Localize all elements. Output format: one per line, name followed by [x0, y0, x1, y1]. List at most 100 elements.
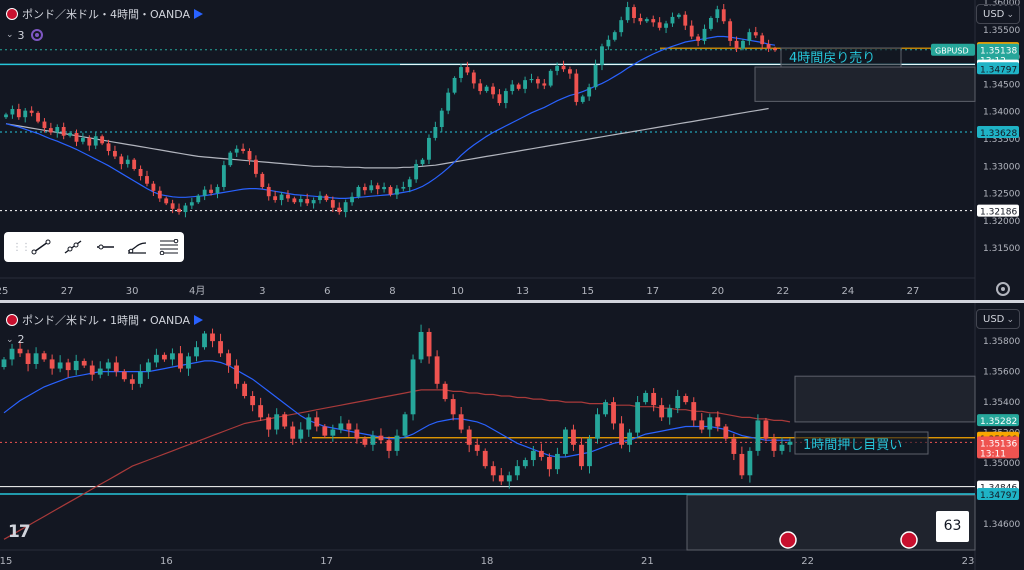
currency-button-1h[interactable]: USD ⌄	[976, 309, 1020, 329]
price-label-text: 1.32186	[980, 208, 1017, 218]
candle-body	[106, 143, 111, 151]
x-tick-label: 24	[842, 286, 855, 297]
candle-body	[273, 196, 278, 201]
currency-button-4h[interactable]: USD ⌄	[976, 4, 1020, 24]
candle-body	[250, 396, 256, 406]
candle-body	[258, 405, 264, 418]
candle-body	[49, 359, 55, 369]
x-tick-label: 8	[389, 286, 395, 297]
candle-body	[414, 164, 419, 180]
candle-body	[29, 110, 34, 113]
candle-body	[728, 21, 733, 41]
corner-number-badge: 63	[936, 511, 969, 542]
candle-body	[61, 127, 66, 136]
candle-body	[708, 17, 713, 29]
ray-tool-icon[interactable]	[62, 238, 84, 256]
y-tick-label: 1.35800	[983, 337, 1020, 347]
x-tick-label: 25	[0, 286, 8, 297]
parallel-channel-tool-icon[interactable]	[126, 238, 148, 256]
bookmark-flag-icon[interactable]	[194, 315, 204, 325]
annotation-box	[794, 431, 929, 455]
candle-body	[548, 70, 553, 86]
candle-body	[394, 435, 400, 451]
candle-body	[105, 362, 111, 369]
candle-body	[254, 159, 258, 174]
y-tick-label: 1.34500	[983, 80, 1020, 90]
candle-body	[260, 173, 265, 187]
candle-body	[266, 417, 272, 430]
candle-body	[619, 423, 624, 445]
symbol-header-4h[interactable]: ポンド／米ドル・4時間・OANDA	[6, 6, 204, 22]
candle-body	[644, 19, 649, 22]
annotation-box	[780, 47, 902, 68]
candle-body	[574, 73, 579, 102]
x-tick-label: 30	[126, 286, 139, 297]
candle-body	[9, 348, 15, 360]
indicator-icon[interactable]	[29, 27, 45, 43]
candle-body	[215, 186, 220, 193]
countdown-text: 13:11	[980, 449, 1006, 459]
candle-body	[241, 148, 246, 151]
candle-body	[563, 429, 568, 454]
candle-body	[274, 414, 280, 430]
candle-body	[48, 128, 53, 133]
candle-body	[157, 190, 162, 199]
indicator-toggle-1h[interactable]: ⌄ 2	[6, 333, 25, 346]
trend-line-tool-icon[interactable]	[30, 238, 52, 256]
candle-body	[356, 186, 361, 197]
candle-body	[145, 176, 149, 184]
x-tick-label: 22	[776, 286, 789, 297]
symbol-header-1h[interactable]: ポンド／米ドル・1時間・OANDA	[6, 312, 204, 328]
drawing-toolbar[interactable]: ⋮⋮	[4, 232, 184, 262]
candle-body	[286, 194, 290, 199]
candle-body	[186, 356, 191, 369]
candle-body	[170, 203, 175, 209]
candle-body	[474, 444, 480, 451]
indicator-count-4h: 3	[17, 28, 25, 42]
x-tick-label: 13	[516, 286, 529, 297]
chart-4h-svg[interactable]: 1.360001.355001.350001.345001.340001.335…	[0, 0, 1024, 300]
candle-body	[202, 189, 207, 196]
price-label-box	[977, 488, 1019, 501]
indicator-toggle-4h[interactable]: ⌄ 3	[6, 27, 45, 43]
candle-body	[125, 159, 130, 165]
candle-body	[522, 460, 528, 467]
drag-handle-icon[interactable]: ⋮⋮	[12, 241, 31, 253]
candle-body	[362, 438, 368, 445]
candle-body	[670, 16, 675, 24]
gbp-flag-icon	[6, 8, 18, 20]
candle-body	[97, 368, 103, 375]
candle-body	[442, 383, 448, 400]
settings-gear-icon[interactable]	[996, 282, 1010, 296]
candle-body	[394, 188, 399, 195]
candle-body	[561, 65, 566, 70]
candle-body	[779, 444, 785, 451]
candle-body	[210, 333, 215, 342]
candle-body	[696, 36, 701, 41]
candle-body	[170, 353, 175, 360]
candle-body	[516, 84, 521, 89]
pane-separator[interactable]	[0, 300, 1024, 303]
candle-body	[771, 438, 777, 451]
candle-body	[242, 383, 248, 397]
candle-body	[530, 450, 536, 461]
candle-body	[370, 435, 376, 445]
candle-body	[221, 165, 226, 187]
candle-body	[346, 423, 352, 430]
candle-body	[41, 353, 47, 360]
candle-body	[433, 127, 438, 138]
fib-retracement-tool-icon[interactable]	[158, 238, 180, 256]
chart-1h-svg[interactable]: 1.358001.356001.354001.352001.350001.346…	[0, 303, 1024, 570]
candle-body	[418, 331, 424, 360]
y-tick-label: 1.33500	[983, 135, 1020, 145]
bookmark-flag-icon[interactable]	[194, 9, 204, 19]
candle-body	[68, 133, 73, 136]
candle-body	[490, 466, 496, 476]
candle-body	[354, 429, 360, 439]
x-tick-label: 3	[259, 286, 265, 297]
horizontal-ray-tool-icon[interactable]	[94, 238, 116, 256]
candle-body	[202, 333, 207, 348]
candle-body	[555, 453, 560, 470]
y-tick-label: 1.32500	[983, 190, 1020, 200]
y-tick-label: 1.33000	[983, 162, 1020, 172]
